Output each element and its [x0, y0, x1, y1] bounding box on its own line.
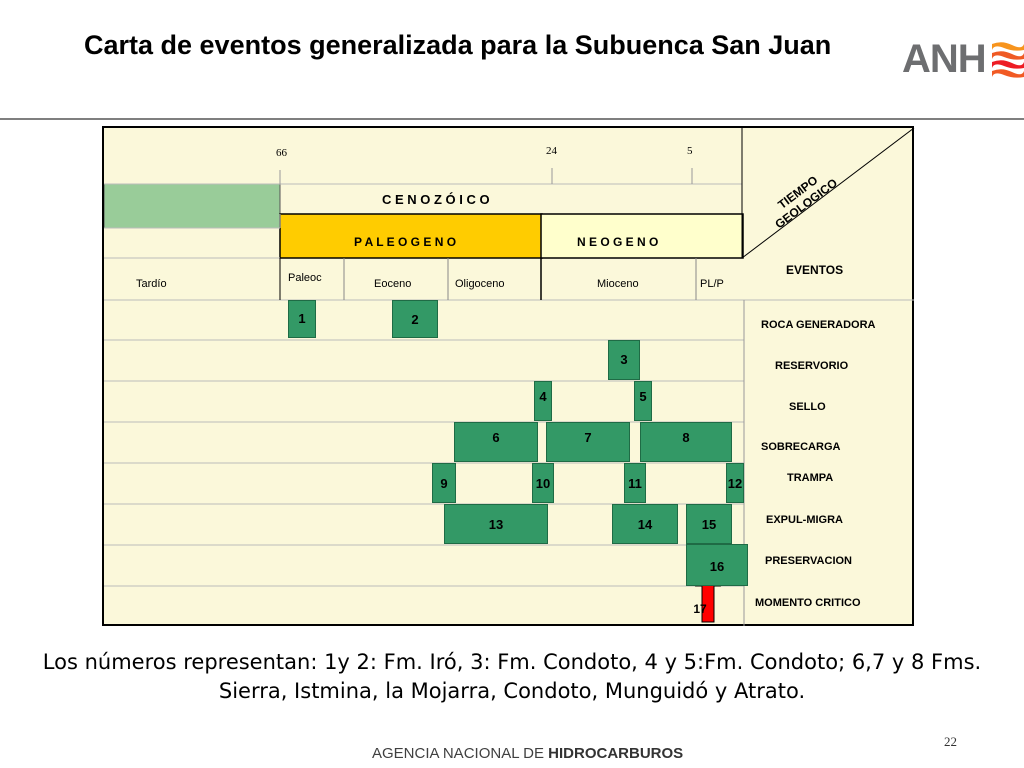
epoch-paleoc: Paleoc: [288, 272, 322, 284]
event-box-2: 2: [392, 300, 438, 338]
footer-prefix: AGENCIA NACIONAL DE: [372, 745, 549, 762]
events-chart: 66 24 5 C E N O Z Ó I C O P A L E O G E …: [102, 126, 915, 626]
footer-agency: AGENCIA NACIONAL DE HIDROCARBUROS: [372, 745, 683, 762]
epoch-eoceno: Eoceno: [374, 278, 412, 290]
event-box-16: 16: [686, 544, 748, 586]
event-box-15: 15: [686, 504, 732, 544]
epoch-mioceno: Mioceno: [597, 278, 639, 290]
slide-title: Carta de eventos generalizada para la Su…: [84, 30, 832, 60]
epoch-tardio: Tardío: [136, 278, 167, 290]
event-sello: SELLO: [789, 401, 826, 413]
event-sobrecarga: SOBRECARGA: [761, 441, 841, 453]
event-box-5: 5: [634, 381, 652, 421]
event-box-8: 8: [640, 422, 732, 462]
period-paleogeno: P A L E O G E N O: [354, 235, 457, 249]
chart-grid: [104, 128, 915, 626]
period-neogeno: N E O G E N O: [577, 235, 659, 249]
figure-caption: Los números representan: 1y 2: Fm. Iró, …: [42, 650, 982, 703]
event-box-1: 1: [288, 300, 316, 338]
footer-bold: HIDROCARBUROS: [548, 745, 684, 762]
event-trampa: TRAMPA: [787, 472, 834, 484]
event-box-11: 11: [624, 463, 646, 503]
event-box-6: 6: [454, 422, 538, 462]
title-divider: [0, 118, 1024, 120]
logo-flag-icon: [992, 42, 1024, 78]
event-box-4: 4: [534, 381, 552, 421]
event-momento-critico: MOMENTO CRITICO: [755, 597, 861, 609]
era-label: C E N O Z Ó I C O: [382, 192, 490, 207]
page-number: 22: [944, 734, 957, 749]
epoch-oligoceno: Oligoceno: [455, 278, 505, 290]
event-box-12: 12: [726, 463, 744, 503]
event-expul-migra: EXPUL-MIGRA: [766, 514, 843, 526]
event-preservacion: PRESERVACION: [765, 555, 853, 567]
event-roca-generadora: ROCA GENERADORA: [761, 319, 876, 331]
event-box-3: 3: [608, 340, 640, 380]
event-box-13: 13: [444, 504, 548, 544]
anh-logo: ANH: [902, 38, 1024, 80]
event-reservorio: RESERVORIO: [775, 360, 849, 372]
event-box-10: 10: [532, 463, 554, 503]
event-box-7: 7: [546, 422, 630, 462]
age-label-66: 66: [276, 147, 287, 159]
event-box-9: 9: [432, 463, 456, 503]
age-label-5: 5: [687, 145, 693, 157]
event-box-14: 14: [612, 504, 678, 544]
eventos-header: EVENTOS: [786, 263, 844, 277]
logo-text: ANH: [902, 37, 987, 81]
epoch-plp: PL/P: [700, 278, 724, 290]
age-label-24: 24: [546, 145, 557, 157]
event-box-17: 17: [693, 602, 707, 616]
